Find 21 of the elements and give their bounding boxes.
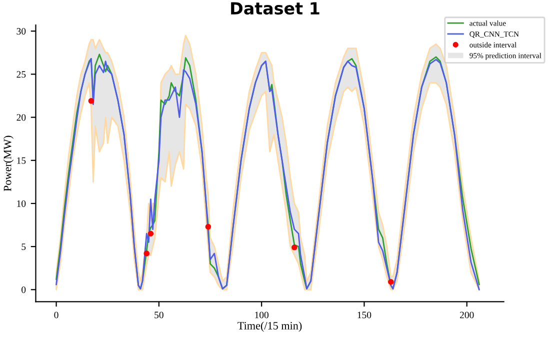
x-tick-label: 150: [358, 312, 372, 318]
y-tick-label: 25: [16, 71, 26, 78]
y-tick-label: 15: [17, 157, 26, 164]
x-tick-label: 50: [154, 312, 164, 318]
x-axis-title: Time(/15 min): [238, 322, 302, 332]
y-axis-title: Power(MW): [3, 136, 14, 192]
point: [144, 250, 150, 256]
point: [148, 230, 154, 237]
y-tick-label: 0: [22, 286, 26, 294]
chart-title: Dataset 1: [231, 2, 320, 15]
y-tick-label: 20: [16, 114, 26, 121]
x-tick-label: 100: [255, 312, 268, 318]
y-tick-label: 30: [16, 28, 26, 35]
point: [388, 279, 394, 285]
point: [205, 224, 212, 230]
y-tick-label: 10: [17, 200, 26, 207]
point: [292, 244, 298, 250]
x-tick-label: 200: [460, 312, 474, 318]
y-tick-label: 5: [22, 244, 26, 250]
point: [88, 98, 94, 104]
x-tick-label: 0: [54, 312, 58, 318]
